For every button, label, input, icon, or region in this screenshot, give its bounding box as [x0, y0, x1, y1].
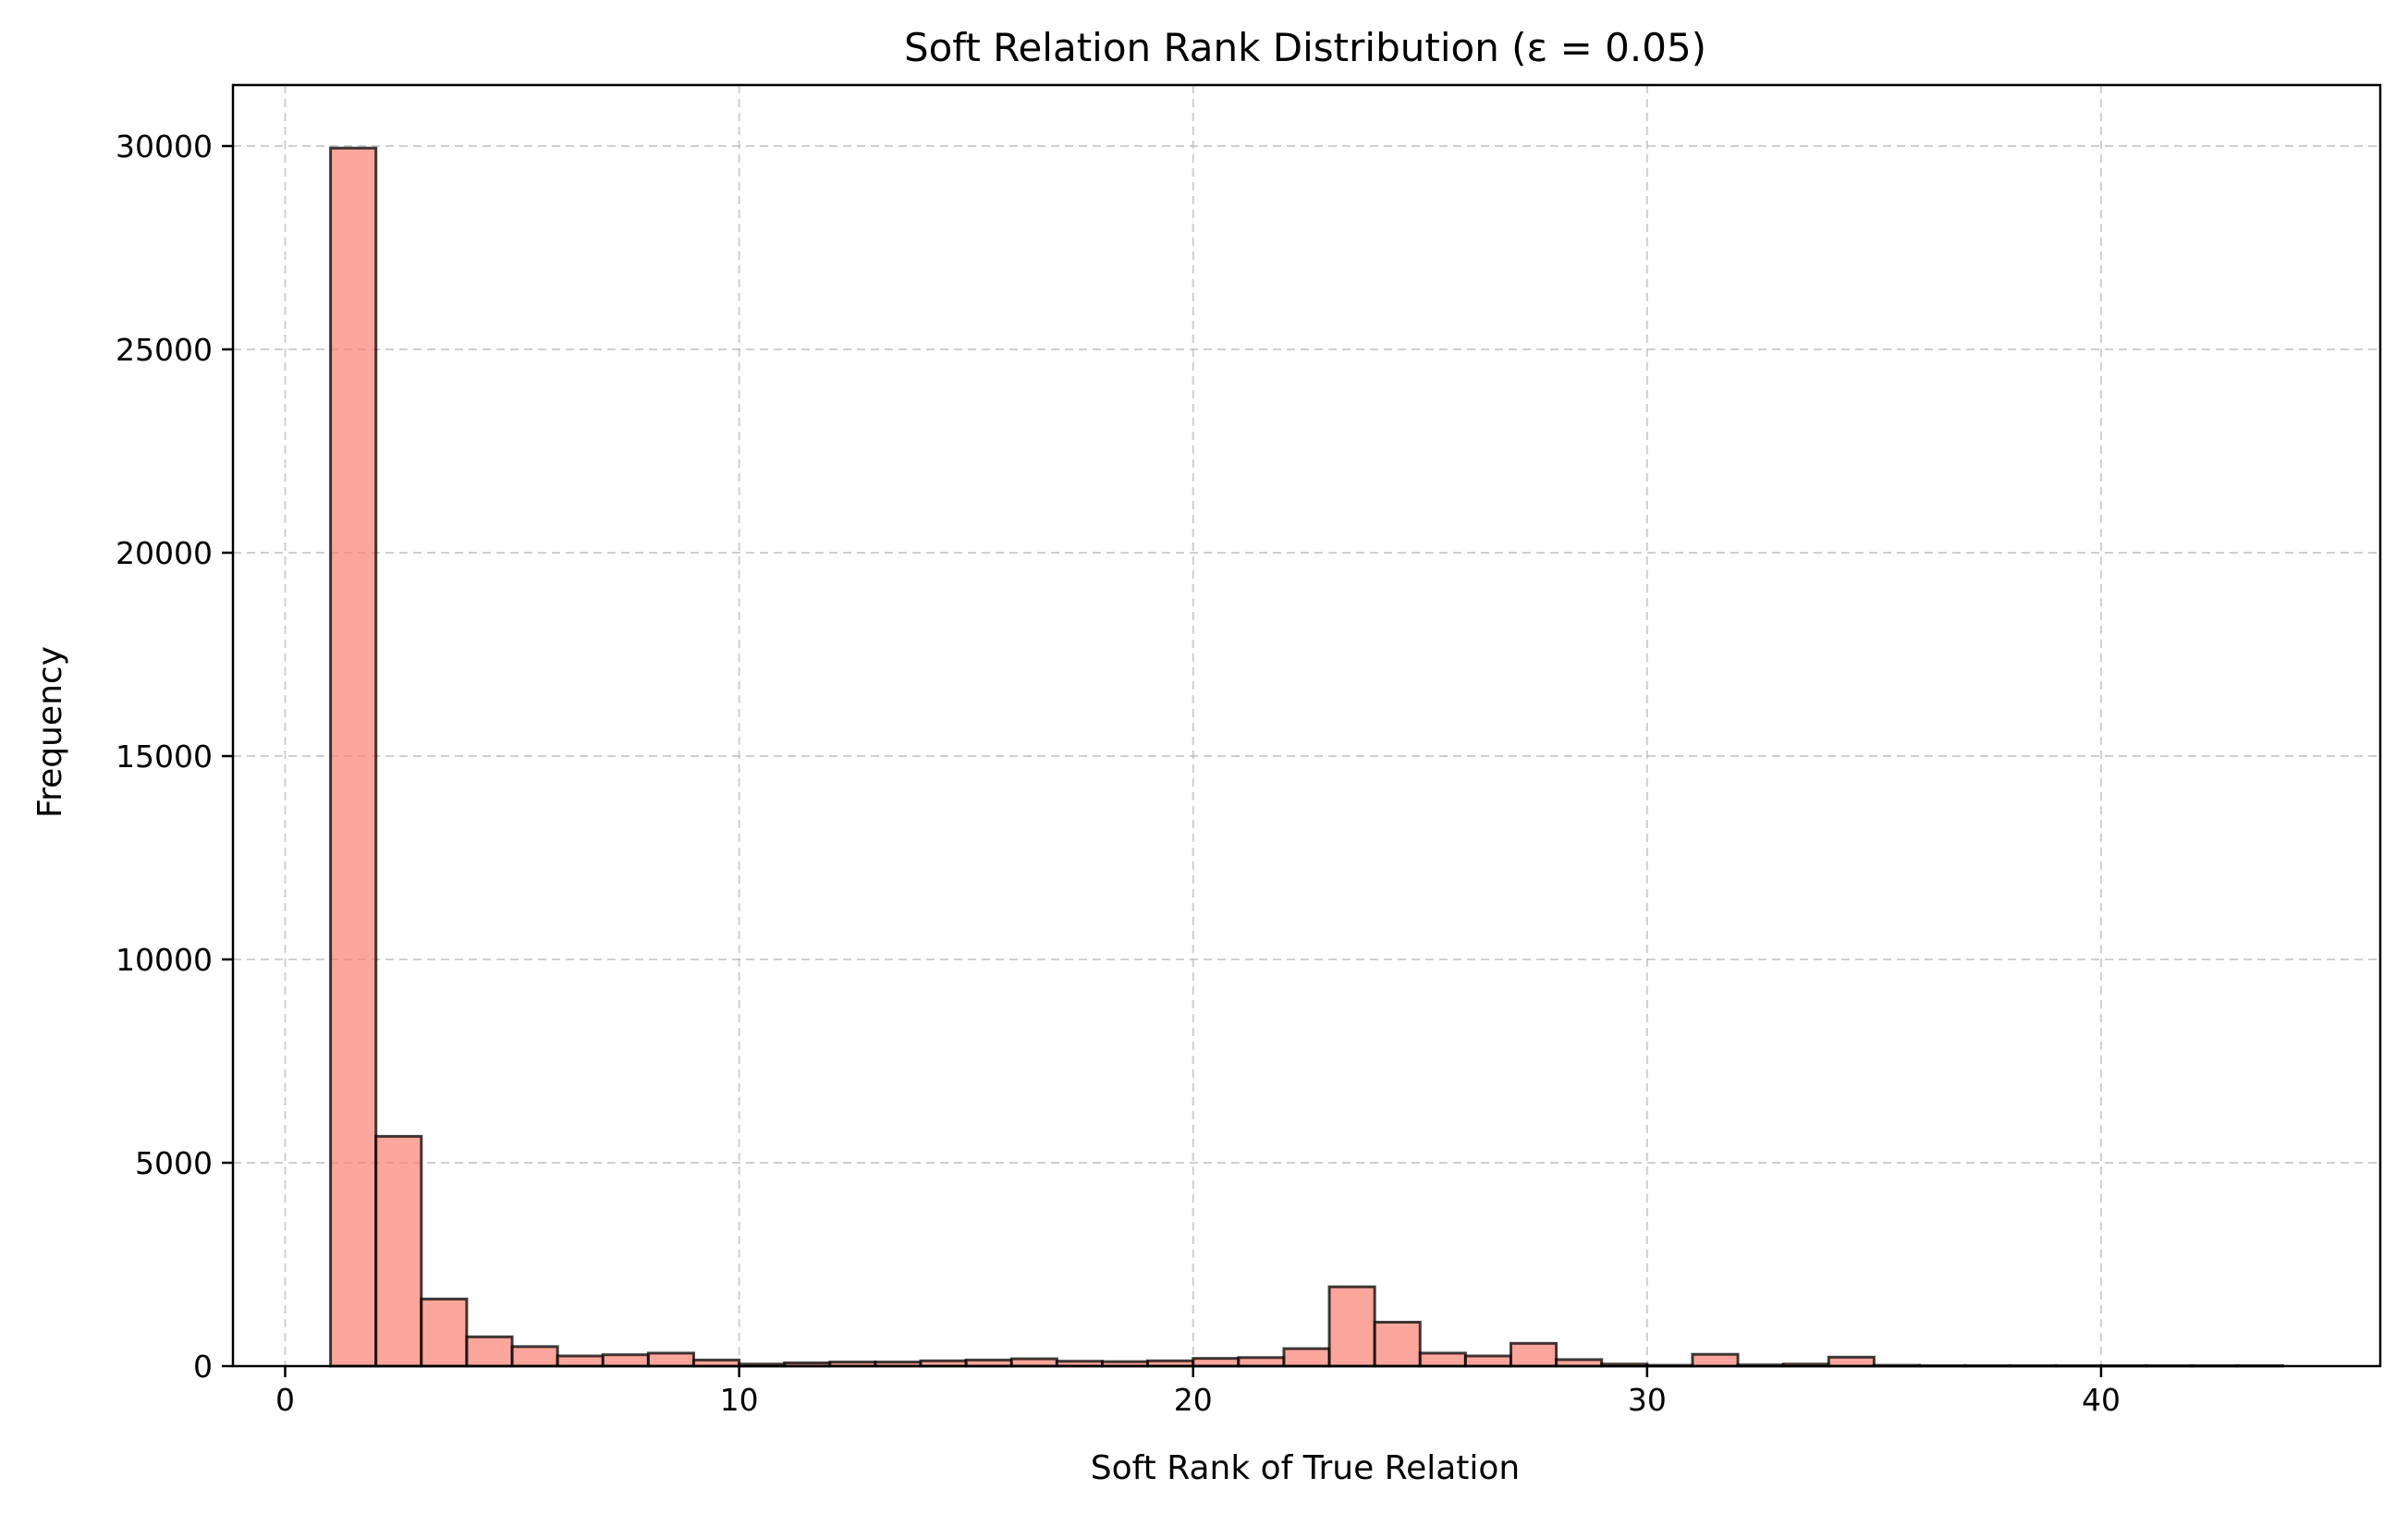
y-tick-label: 30000 [116, 128, 213, 165]
grid-layer [233, 85, 2380, 1367]
histogram-bar [1327, 1285, 1376, 1368]
ticks-layer: 0 10 20 30 40 0 5000 10000 15000 20000 25000 30000 [116, 128, 2121, 1418]
y-tick-label: 10000 [116, 942, 213, 978]
histogram-bar [374, 1134, 423, 1368]
histogram-bar [646, 1351, 695, 1368]
x-tick-label: 0 [275, 1382, 295, 1418]
x-axis-label: Soft Rank of True Relation [1091, 1449, 1520, 1487]
histogram-bar [1373, 1320, 1422, 1368]
histogram-bar [1418, 1351, 1467, 1368]
histogram-bar [1691, 1352, 1740, 1368]
y-tick-label: 5000 [135, 1145, 213, 1181]
y-axis-label: Frequency [31, 646, 69, 818]
plot-frame [231, 83, 2382, 1368]
histogram-bar [420, 1297, 469, 1368]
histogram-bar [601, 1353, 650, 1368]
x-tick-label: 20 [1174, 1382, 1213, 1418]
axes-layer [231, 83, 2382, 1368]
histogram-bar [510, 1345, 559, 1368]
y-tick-label: 0 [193, 1349, 213, 1385]
x-tick-label: 30 [1628, 1382, 1667, 1418]
histogram-bar [1510, 1341, 1558, 1368]
histogram-bar [1282, 1347, 1331, 1368]
y-tick-label: 25000 [116, 332, 213, 368]
bars-layer [329, 146, 2284, 1368]
histogram-bar [329, 146, 378, 1368]
y-tick-label: 15000 [116, 739, 213, 775]
x-tick-label: 10 [720, 1382, 759, 1418]
y-tick-label: 20000 [116, 535, 213, 571]
chart-title: Soft Relation Rank Distribution (ε = 0.0… [904, 25, 1706, 70]
x-tick-label: 40 [2082, 1382, 2121, 1418]
histogram-bar [556, 1354, 605, 1368]
histogram-bar [1192, 1357, 1241, 1368]
histogram-bar [1463, 1354, 1513, 1368]
histogram-bar [1827, 1355, 1876, 1368]
histogram-bar [465, 1335, 514, 1368]
histogram-bar [1237, 1356, 1286, 1368]
